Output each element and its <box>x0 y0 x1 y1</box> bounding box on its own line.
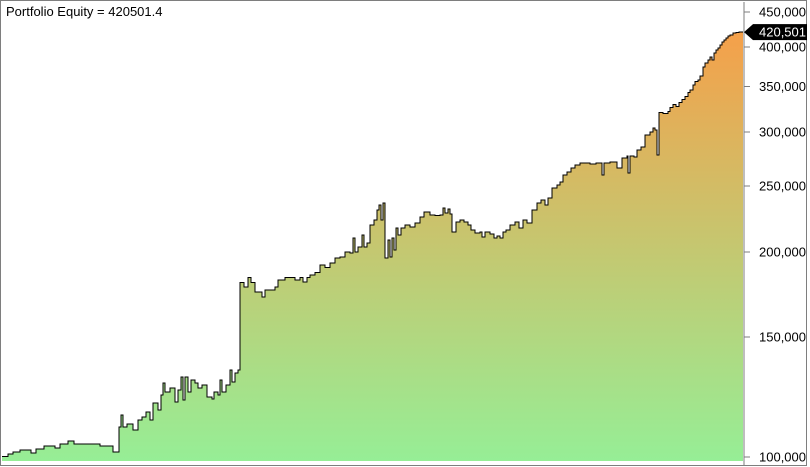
equity-area-fill <box>2 32 743 461</box>
chart-title: Portfolio Equity = 420501.4 <box>6 4 163 19</box>
current-value-arrow-icon <box>744 24 753 41</box>
y-axis-tick-label: 400,000 <box>759 39 806 54</box>
current-value-marker <box>753 24 807 41</box>
y-axis-tick-label: 150,000 <box>759 329 806 344</box>
y-axis-tick-label: 300,000 <box>759 124 806 139</box>
y-axis-tick-label: 250,000 <box>759 178 806 193</box>
equity-line <box>2 31 743 457</box>
y-axis-tick-label: 100,000 <box>759 449 806 464</box>
current-value-label: 420,501 <box>759 25 806 40</box>
y-axis-tick-label: 200,000 <box>759 244 806 259</box>
y-axis-tick-label: 350,000 <box>759 79 806 94</box>
y-axis-tick-label: 450,000 <box>759 5 806 20</box>
